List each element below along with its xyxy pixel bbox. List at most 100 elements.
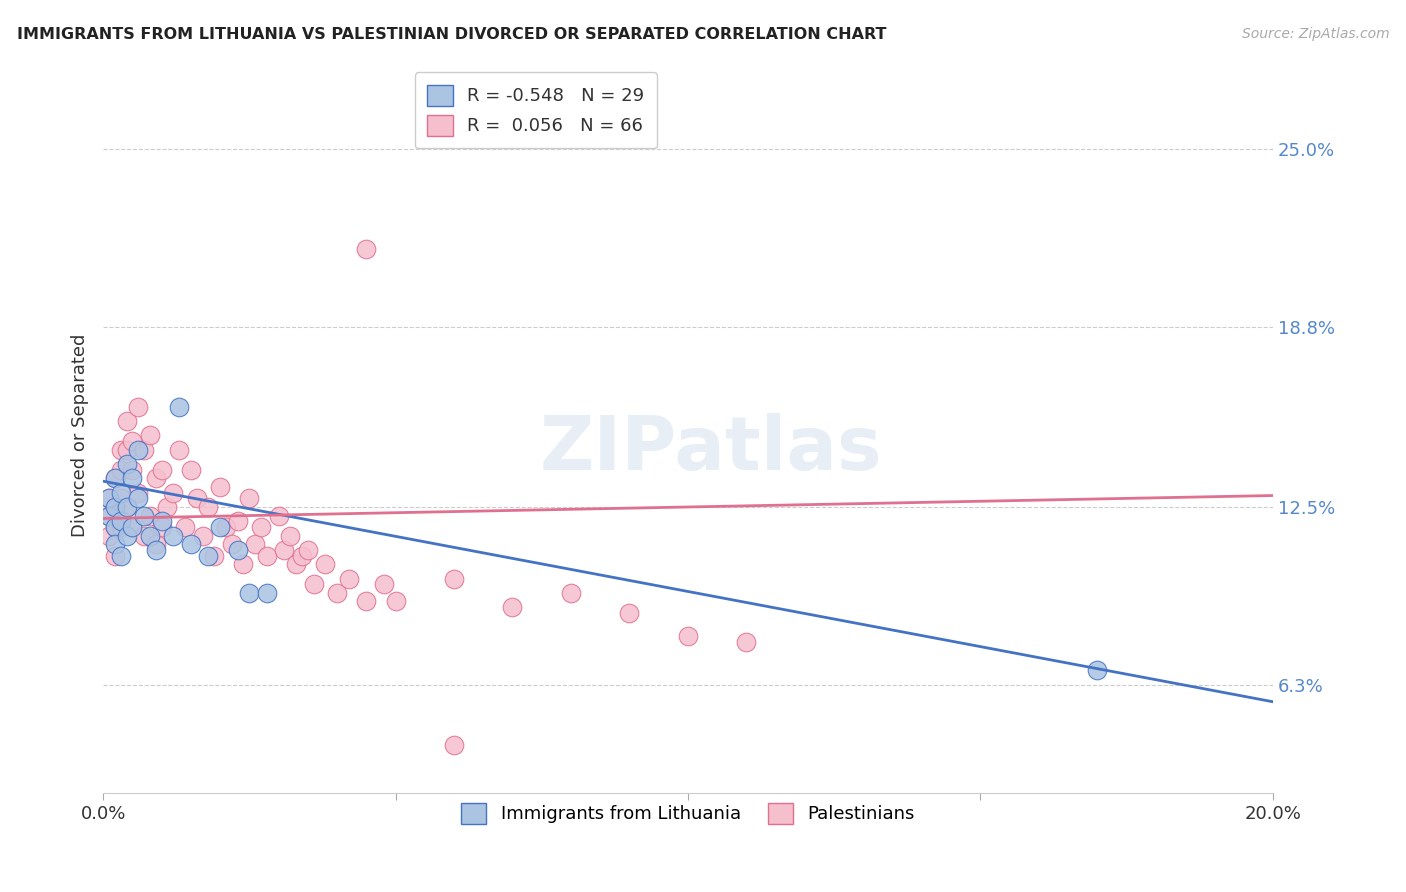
Point xyxy=(167,400,190,414)
Point xyxy=(267,508,290,523)
Point xyxy=(221,537,243,551)
Point xyxy=(243,537,266,551)
Point xyxy=(104,471,127,485)
Point xyxy=(191,528,214,542)
Point xyxy=(104,537,127,551)
Point xyxy=(238,491,260,506)
Point xyxy=(180,463,202,477)
Point xyxy=(139,528,162,542)
Point xyxy=(98,508,121,523)
Point xyxy=(174,520,197,534)
Point xyxy=(127,491,149,506)
Point xyxy=(104,500,127,514)
Point xyxy=(127,442,149,457)
Point xyxy=(384,594,406,608)
Point xyxy=(226,514,249,528)
Text: Source: ZipAtlas.com: Source: ZipAtlas.com xyxy=(1241,27,1389,41)
Point xyxy=(104,520,127,534)
Point xyxy=(127,400,149,414)
Point xyxy=(356,242,378,256)
Point xyxy=(232,558,254,572)
Point xyxy=(145,537,167,551)
Point xyxy=(302,577,325,591)
Point xyxy=(226,543,249,558)
Point xyxy=(145,543,167,558)
Point xyxy=(115,500,138,514)
Point xyxy=(110,485,132,500)
Point xyxy=(132,508,155,523)
Point xyxy=(291,549,314,563)
Point xyxy=(209,480,232,494)
Point xyxy=(250,520,273,534)
Point xyxy=(115,457,138,471)
Point xyxy=(501,600,523,615)
Point xyxy=(156,500,179,514)
Point xyxy=(314,558,336,572)
Point xyxy=(150,514,173,528)
Point xyxy=(132,442,155,457)
Point xyxy=(139,508,162,523)
Point xyxy=(197,500,219,514)
Point xyxy=(121,463,143,477)
Point xyxy=(110,549,132,563)
Point xyxy=(256,586,278,600)
Text: ZIPatlas: ZIPatlas xyxy=(540,413,883,486)
Point xyxy=(110,442,132,457)
Point xyxy=(115,500,138,514)
Point xyxy=(110,463,132,477)
Text: IMMIGRANTS FROM LITHUANIA VS PALESTINIAN DIVORCED OR SEPARATED CORRELATION CHART: IMMIGRANTS FROM LITHUANIA VS PALESTINIAN… xyxy=(17,27,886,42)
Point xyxy=(110,520,132,534)
Point xyxy=(98,508,121,523)
Point xyxy=(121,434,143,449)
Point xyxy=(676,629,699,643)
Point xyxy=(98,528,121,542)
Point xyxy=(167,442,190,457)
Point xyxy=(115,442,138,457)
Point xyxy=(139,428,162,442)
Point xyxy=(373,577,395,591)
Point xyxy=(197,549,219,563)
Point xyxy=(98,491,121,506)
Point xyxy=(162,528,184,542)
Point xyxy=(150,463,173,477)
Point xyxy=(150,520,173,534)
Point xyxy=(443,572,465,586)
Point xyxy=(104,500,127,514)
Point xyxy=(115,528,138,542)
Point xyxy=(121,520,143,534)
Point xyxy=(735,634,758,648)
Point xyxy=(209,520,232,534)
Point xyxy=(326,586,349,600)
Point xyxy=(215,520,238,534)
Point xyxy=(127,485,149,500)
Point xyxy=(619,606,641,620)
Point xyxy=(110,514,132,528)
Point xyxy=(104,520,127,534)
Point xyxy=(1085,663,1108,677)
Point xyxy=(443,738,465,752)
Point xyxy=(356,594,378,608)
Point xyxy=(121,520,143,534)
Point xyxy=(238,586,260,600)
Point xyxy=(186,491,208,506)
Point xyxy=(132,528,155,542)
Y-axis label: Divorced or Separated: Divorced or Separated xyxy=(72,334,89,537)
Point xyxy=(256,549,278,563)
Point xyxy=(110,491,132,506)
Point xyxy=(145,471,167,485)
Point xyxy=(337,572,360,586)
Point xyxy=(560,586,582,600)
Point xyxy=(162,485,184,500)
Point xyxy=(297,543,319,558)
Point xyxy=(180,537,202,551)
Point xyxy=(121,471,143,485)
Point xyxy=(104,549,127,563)
Point xyxy=(202,549,225,563)
Point xyxy=(273,543,295,558)
Point xyxy=(104,471,127,485)
Point xyxy=(278,528,301,542)
Point xyxy=(115,414,138,428)
Point xyxy=(98,491,121,506)
Legend: Immigrants from Lithuania, Palestinians: Immigrants from Lithuania, Palestinians xyxy=(450,792,925,834)
Point xyxy=(285,558,308,572)
